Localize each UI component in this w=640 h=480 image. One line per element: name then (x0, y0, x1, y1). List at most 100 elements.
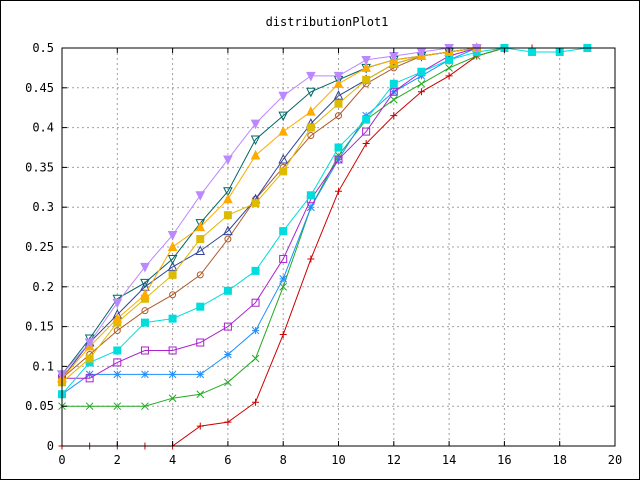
data-point (335, 187, 342, 195)
data-point (85, 374, 94, 383)
data-point (141, 402, 149, 411)
series-10 (57, 42, 482, 383)
grid (62, 48, 615, 446)
series-9 (57, 44, 482, 380)
series-line (62, 47, 477, 379)
series-7 (57, 42, 482, 383)
x-tick-label: 18 (552, 453, 566, 467)
data-point (113, 346, 122, 355)
series-line (61, 47, 477, 383)
data-point (334, 99, 343, 108)
data-point (445, 72, 453, 80)
series-line (61, 47, 477, 395)
data-point (224, 350, 232, 359)
data-point (335, 112, 342, 120)
data-point (168, 270, 177, 279)
data-point (306, 123, 315, 132)
data-point (307, 255, 315, 263)
data-point (278, 125, 289, 136)
data-point (223, 322, 232, 331)
data-point (417, 67, 426, 76)
data-point (224, 378, 232, 387)
series-line (61, 47, 477, 375)
data-point (167, 231, 178, 241)
y-tick-label: 0.45 (25, 81, 54, 95)
data-point (362, 75, 371, 84)
y-tick-label: 0.2 (32, 280, 54, 294)
x-tick-label: 16 (497, 453, 511, 467)
data-point (390, 112, 398, 120)
x-tick-label: 4 (169, 453, 176, 467)
data-point (362, 127, 371, 136)
data-point (389, 95, 398, 104)
y-tick-label: 0.1 (32, 359, 54, 373)
x-tick-label: 10 (331, 453, 345, 467)
data-point (417, 79, 426, 88)
data-point (85, 402, 94, 411)
x-tick-label: 2 (114, 453, 121, 467)
data-point (195, 219, 206, 229)
data-point (279, 331, 287, 339)
data-point (306, 87, 316, 98)
data-point (279, 227, 288, 236)
x-tick-label: 0 (58, 453, 65, 467)
data-point (306, 203, 315, 212)
data-point (334, 143, 343, 152)
y-tick-label: 0.3 (32, 200, 54, 214)
axes: 0 2 4 6 8 10 12 14 16 18 20 0 0.05 0.1 0.15 0.2 0.25 0.3 0… (25, 41, 622, 467)
data-point (140, 318, 149, 327)
data-point (279, 282, 288, 291)
data-point (389, 79, 398, 88)
data-point (362, 115, 371, 124)
x-tick-label: 20 (608, 453, 622, 467)
chart-title: distributionPlot1 (266, 15, 389, 29)
data-point (113, 358, 122, 367)
series-line (61, 47, 477, 379)
data-point (141, 370, 149, 379)
data-point (445, 64, 453, 72)
x-tick-label: 14 (442, 453, 456, 467)
data-point (252, 398, 260, 406)
data-point (278, 91, 289, 102)
data-point (250, 119, 261, 130)
data-point (196, 338, 205, 347)
data-point (224, 235, 232, 243)
data-point (168, 346, 177, 355)
series-11 (57, 44, 482, 380)
data-point (333, 78, 344, 88)
data-point (417, 88, 425, 96)
data-point (167, 254, 178, 265)
data-point (361, 62, 371, 72)
y-tick-label: 0.4 (32, 121, 54, 135)
data-point (140, 262, 150, 273)
data-point (224, 418, 232, 426)
y-tick-label: 0.25 (25, 240, 54, 254)
data-point (223, 187, 233, 197)
data-point (223, 155, 233, 166)
data-point (167, 261, 178, 271)
data-point (223, 225, 233, 236)
x-tick-label: 6 (224, 453, 231, 467)
data-point (167, 241, 178, 251)
data-point (334, 155, 343, 164)
data-point (112, 313, 123, 323)
data-point (85, 354, 94, 363)
data-point (196, 235, 205, 244)
data-point (140, 346, 149, 355)
data-point (169, 291, 177, 299)
data-point (528, 47, 537, 56)
data-point (251, 266, 260, 275)
data-point (195, 191, 206, 201)
data-point (113, 327, 121, 335)
data-point (250, 149, 261, 160)
data-point (279, 167, 288, 176)
data-point (196, 422, 204, 430)
data-point (196, 302, 205, 311)
data-point (84, 338, 95, 349)
data-point (362, 140, 370, 148)
data-point (195, 245, 206, 255)
data-point (306, 191, 315, 200)
data-point (196, 271, 204, 279)
data-point (250, 135, 261, 146)
